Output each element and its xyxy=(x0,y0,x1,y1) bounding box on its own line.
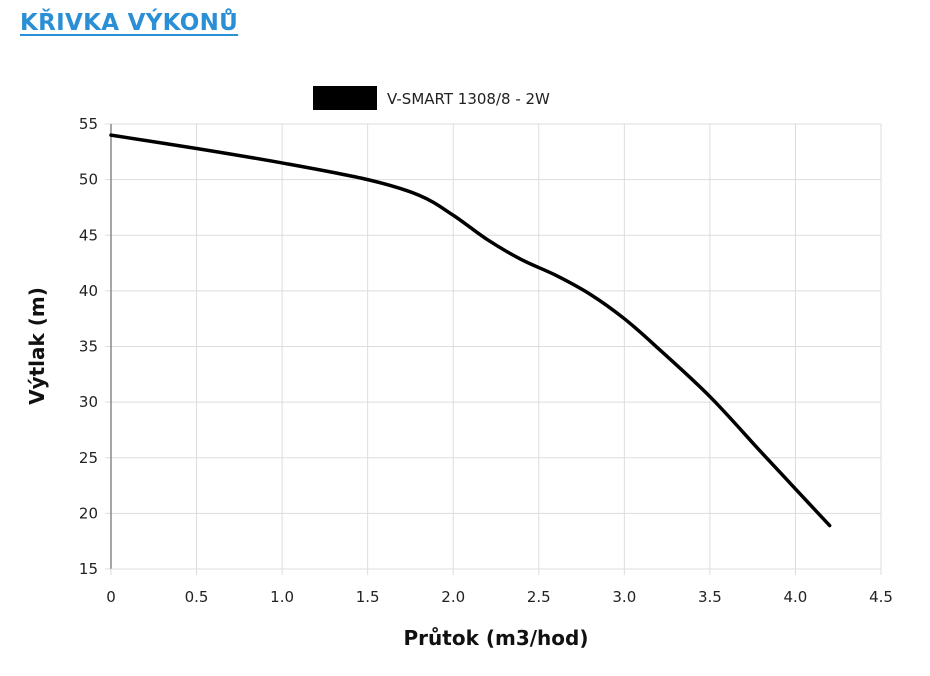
x-tick-label: 0 xyxy=(106,588,116,606)
x-tick-label: 2.5 xyxy=(527,588,551,606)
y-tick-label: 35 xyxy=(79,338,98,356)
x-tick-label: 3.0 xyxy=(612,588,636,606)
y-tick-label: 55 xyxy=(79,115,98,133)
legend-swatch xyxy=(313,86,377,110)
axes xyxy=(105,123,882,575)
x-tick-label: 4.5 xyxy=(869,588,893,606)
x-tick-label: 4.0 xyxy=(784,588,808,606)
series-line xyxy=(109,133,832,528)
y-tick-label: 15 xyxy=(79,560,98,578)
x-tick-label: 3.5 xyxy=(698,588,722,606)
x-tick-labels: 0 0.5 1.0 1.5 2.0 2.5 3.0 3.5 4.0 4.5 xyxy=(106,588,893,606)
y-tick-label: 50 xyxy=(79,171,98,189)
x-axis-title: Průtok (m3/hod) xyxy=(404,626,589,650)
series-lines xyxy=(109,133,832,528)
x-tick-label: 0.5 xyxy=(185,588,209,606)
grid xyxy=(111,123,882,569)
y-tick-label: 25 xyxy=(79,449,98,467)
y-tick-label: 40 xyxy=(79,282,98,300)
y-tick-label: 30 xyxy=(79,393,98,411)
x-tick-label: 2.0 xyxy=(441,588,465,606)
x-tick-label: 1.0 xyxy=(270,588,294,606)
y-tick-label: 45 xyxy=(79,226,98,244)
legend-label: V-SMART 1308/8 - 2W xyxy=(387,90,550,108)
y-tick-label: 20 xyxy=(79,504,98,522)
legend[interactable]: V-SMART 1308/8 - 2W xyxy=(313,86,550,110)
y-axis-title: Výtlak (m) xyxy=(25,287,49,405)
y-tick-labels: 15 20 25 30 35 40 45 50 55 xyxy=(79,115,98,578)
page-title[interactable]: KŘIVKA VÝKONŮ xyxy=(20,10,239,36)
x-tick-label: 1.5 xyxy=(356,588,380,606)
